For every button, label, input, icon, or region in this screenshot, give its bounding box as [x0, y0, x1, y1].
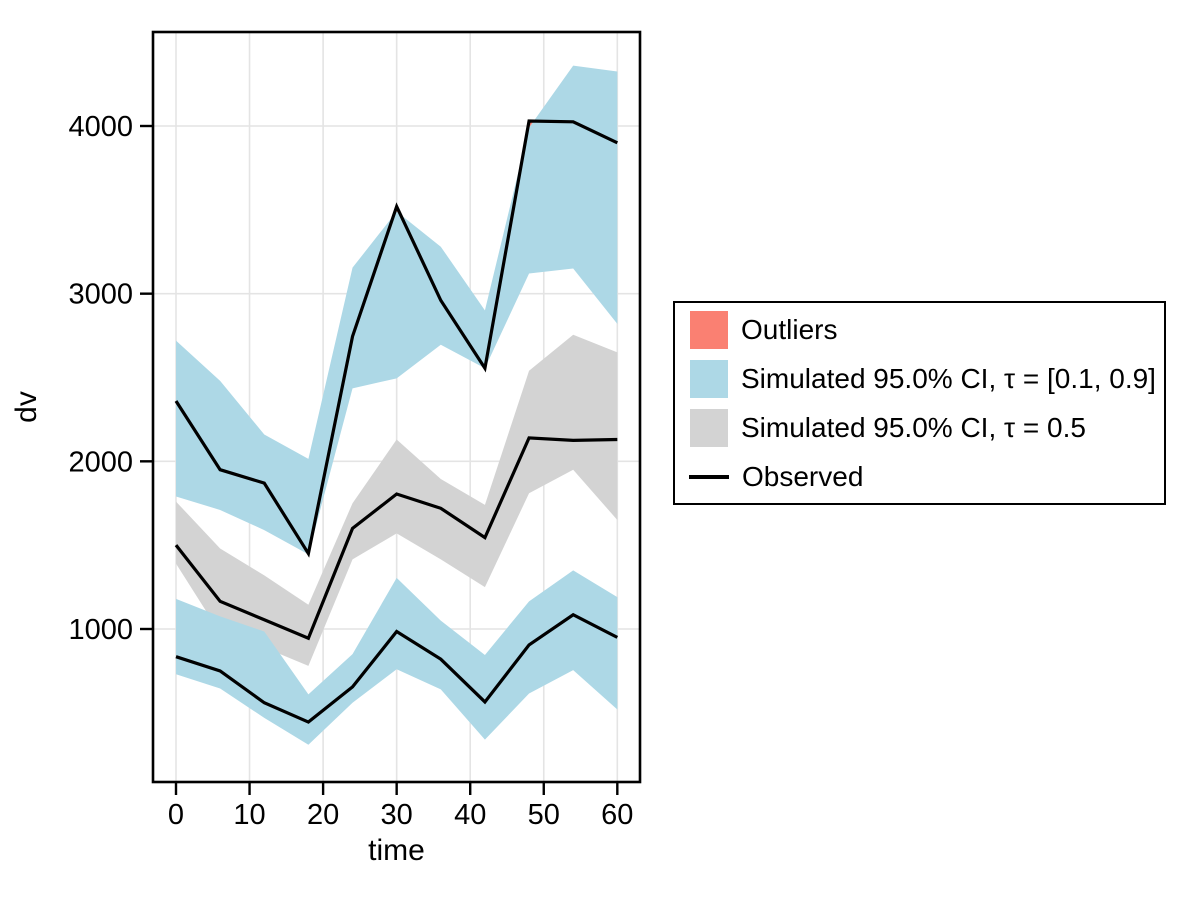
- x-tick-label: 20: [307, 799, 339, 831]
- x-tick-label: 60: [601, 799, 633, 831]
- x-tick-label: 30: [381, 799, 413, 831]
- legend-item-ci-median: Simulated 95.0% CI, τ = 0.5: [675, 405, 1164, 450]
- observed-line-observed-10th: [175, 612, 619, 724]
- legend-label-observed: Observed: [742, 460, 864, 492]
- observed-line-observed-median: [174, 436, 618, 641]
- observed-line-observed-90th: [174, 119, 619, 558]
- legend: Outliers Simulated 95.0% CI, τ = [0.1, 0…: [673, 301, 1166, 505]
- outliers-swatch: [690, 310, 728, 349]
- ci-median-swatch: [690, 408, 728, 447]
- ci-band-simulated-ci-90th: [176, 65, 618, 555]
- legend-label-ci-median: Simulated 95.0% CI, τ = 0.5: [741, 411, 1086, 443]
- y-tick-label: 3000: [68, 279, 133, 311]
- x-tick-label: 50: [528, 799, 560, 831]
- x-tick-label: 10: [233, 799, 265, 831]
- legend-label-ci-outer: Simulated 95.0% CI, τ = [0.1, 0.9]: [741, 362, 1156, 394]
- x-tick-label: 0: [168, 799, 184, 831]
- x-axis-title: time: [368, 834, 425, 867]
- legend-item-observed: Observed: [675, 454, 1164, 499]
- legend-label-outliers: Outliers: [741, 313, 838, 345]
- legend-item-outliers: Outliers: [675, 307, 1164, 352]
- y-axis-title: dv: [10, 391, 43, 423]
- y-tick-label: 2000: [68, 446, 133, 478]
- x-tick-label: 40: [454, 799, 486, 831]
- observed-line-swatch: [689, 474, 729, 479]
- ci-outer-swatch: [690, 359, 728, 398]
- ci-band-simulated-ci-median: [176, 334, 618, 666]
- legend-item-ci-outer: Simulated 95.0% CI, τ = [0.1, 0.9]: [675, 356, 1164, 401]
- y-tick-label: 1000: [68, 614, 133, 646]
- ci-band-simulated-ci-10th: [176, 570, 618, 745]
- y-tick-label: 4000: [68, 111, 133, 143]
